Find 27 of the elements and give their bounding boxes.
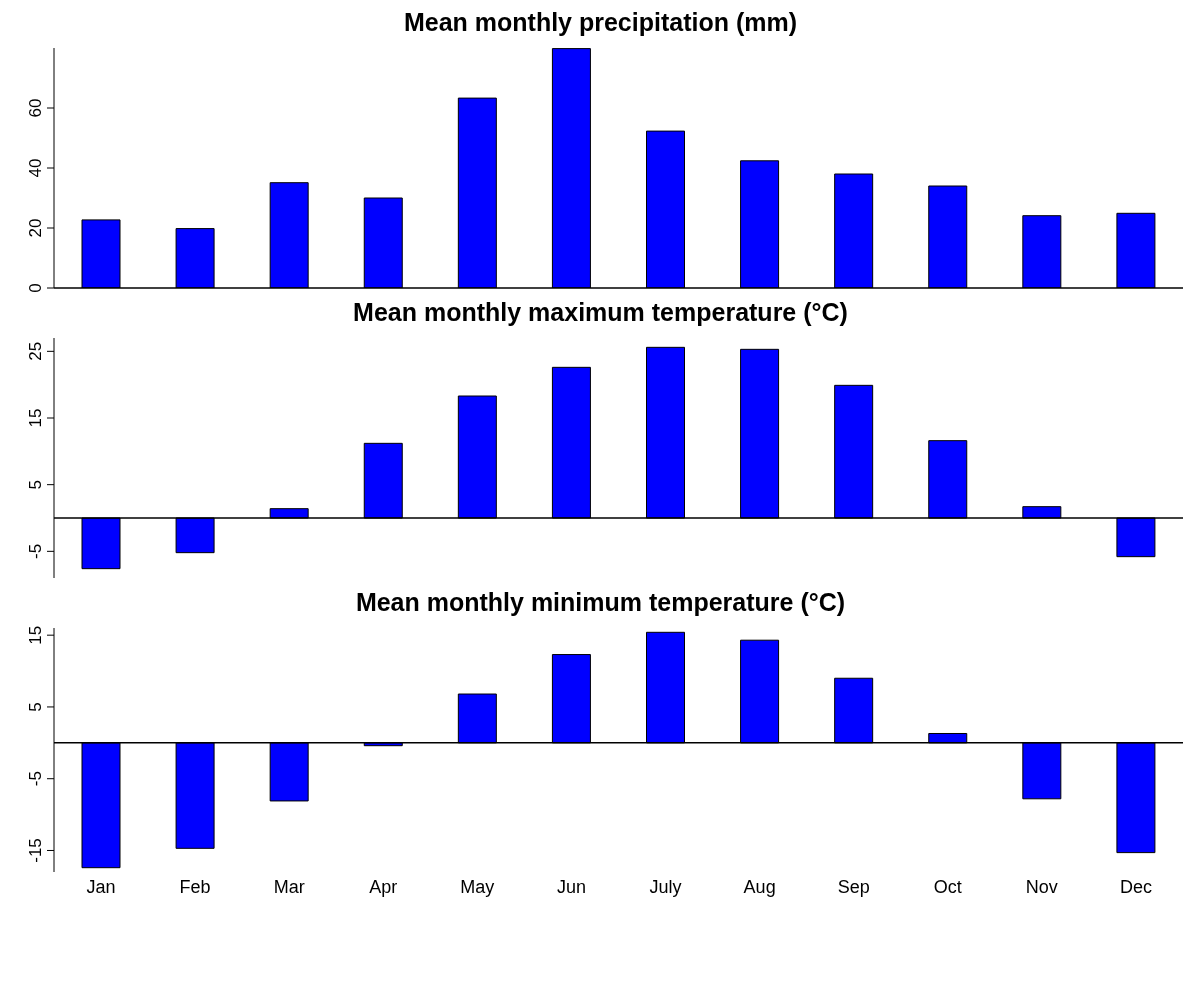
chart-title: Mean monthly minimum temperature (°C) — [354, 588, 847, 618]
x-tick-label: Jun — [556, 876, 586, 897]
y-tick-label: 40 — [26, 158, 45, 178]
y-tick-label: 20 — [26, 218, 45, 238]
y-tick-label: 5 — [26, 702, 45, 712]
chart-title: Mean monthly maximum temperature (°C) — [352, 298, 849, 328]
y-tick-label: 0 — [26, 283, 45, 293]
y-tick-label: -5 — [26, 543, 45, 559]
y-tick-label: 15 — [26, 408, 45, 428]
x-tick-label: Aug — [743, 876, 776, 897]
y-tick-label: 25 — [26, 341, 45, 361]
x-tick-label: May — [460, 876, 495, 897]
x-tick-label: Sep — [837, 876, 870, 897]
y-tick-label: -5 — [26, 771, 45, 787]
x-tick-label: Jan — [86, 876, 116, 897]
y-tick-label: 15 — [26, 625, 45, 645]
chart-title: Mean monthly precipitation (mm) — [402, 8, 799, 38]
x-tick-label: July — [649, 876, 682, 897]
y-tick-label: 5 — [26, 479, 45, 490]
y-tick-label: 60 — [26, 98, 45, 118]
y-tick-label: -15 — [26, 838, 45, 863]
x-tick-label: Mar — [273, 876, 305, 897]
x-tick-label: Feb — [179, 876, 211, 897]
x-tick-label: Oct — [933, 876, 962, 897]
x-tick-label: Dec — [1119, 876, 1152, 897]
x-tick-label: Nov — [1025, 876, 1058, 897]
x-tick-label: Apr — [369, 876, 398, 897]
